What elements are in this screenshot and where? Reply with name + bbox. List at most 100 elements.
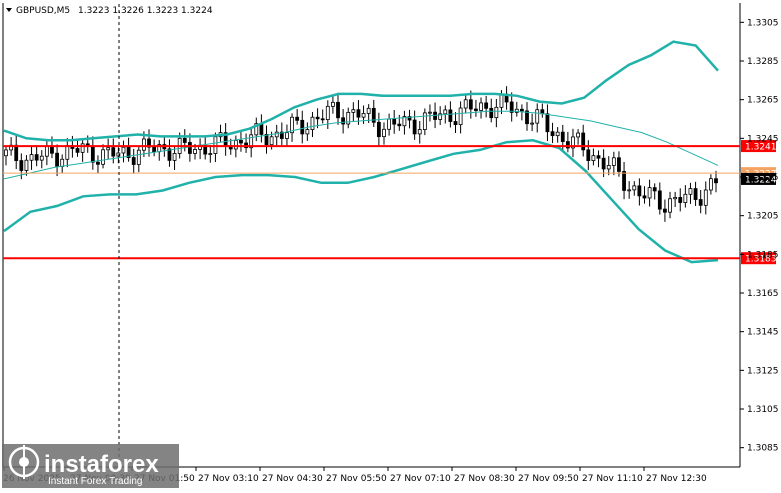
price-tick-label: 1.3185 [747,250,779,260]
watermark-tagline: Instant Forex Trading [48,476,143,487]
candle-body [325,105,330,120]
candle-body [305,129,310,135]
candle-body [458,107,463,126]
symbol-label: GBPUSD,M5 [16,6,70,16]
candle-body [356,109,361,118]
price-axis: 1.3305 1.3285 1.3265 1.3245 1.3225 1.3205 1.31… [740,18,779,454]
candle-body [295,116,300,121]
candle-body [116,152,121,157]
bollinger-lower-line [3,139,719,264]
time-tick-label: 27 Nov 07:10 [390,474,451,484]
price-tick-label: 1.3225 [747,173,779,183]
candle-body [29,154,34,161]
candle-body [402,116,407,127]
candle-body [652,187,657,192]
candle-body [371,107,376,123]
candle-body [274,131,279,138]
candle-body [397,123,402,127]
candle-body [555,131,560,137]
price-tick-label: 1.3105 [747,405,779,415]
instaforex-logo-icon [8,445,40,479]
candle-body [65,145,70,160]
candle-body [34,154,39,161]
candle-body [387,118,391,130]
candle-body [586,149,591,161]
current-price-tag [741,172,776,185]
time-tick-label: 27 Nov 03:10 [198,474,259,484]
candle-body [627,189,632,192]
candle-body [187,142,192,154]
candle-body [417,129,422,135]
price-tick-label: 1.3245 [747,134,779,144]
candle-body [596,155,601,159]
candle-body [499,93,504,108]
collapse-arrow-icon[interactable] [6,8,12,12]
candle-body [142,138,146,151]
price-tick-label: 1.3285 [747,57,779,67]
candle-body [300,119,305,135]
candle-body [693,188,698,200]
candle-body [249,134,254,149]
price-tick-label: 1.3265 [747,96,779,106]
candle-body [361,113,366,118]
candle-body [341,117,346,125]
candle-body [279,131,284,139]
candle-body [622,171,626,191]
candle-body [571,136,575,149]
candle-body [535,109,540,124]
candle-body [39,155,44,161]
candle-body [172,153,177,161]
candle-body [412,119,417,135]
candle-body [601,157,606,170]
candle-body [453,121,458,126]
candle-body [14,144,19,161]
time-tick-label: 27 Nov 12:30 [646,474,707,484]
candle-body [489,107,494,119]
candle-body [688,188,693,195]
candle-body [106,147,111,151]
candle-body [545,113,550,133]
candle-body [366,107,371,114]
candle-body [111,147,116,157]
candle-body [147,138,151,148]
candle-body [208,153,213,155]
resistance-level-price-tag [741,140,776,153]
candle-body [136,149,141,165]
candle-body [90,145,95,163]
price-tick-label: 1.3205 [747,212,779,222]
candle-body [519,108,524,112]
candle-body [101,149,105,165]
candle-body [428,111,432,114]
time-tick-label: 27 Nov 09:50 [518,474,579,484]
candle-body [438,113,443,120]
candle-body [617,157,621,172]
candle-body [714,178,718,184]
candle-body [44,145,49,157]
candle-body [320,118,325,121]
candle-body [131,157,136,165]
bollinger-middle-line [3,110,719,180]
candle-body [75,148,80,153]
candle-body [233,139,238,150]
instaforex-watermark: instaforex Instant Forex Trading [2,444,179,488]
candle-body [591,155,596,161]
bollinger-bands-layer [3,40,719,264]
candle-body [4,149,8,157]
candle-body [254,123,259,136]
candle-body [167,148,172,161]
price-tick-label: 1.3125 [747,366,779,376]
chart-header: GBPUSD,M5 1.3223 1.3226 1.3223 1.3224 [6,6,213,16]
candle-body [606,165,611,170]
candle-body [351,109,356,113]
candle-body [24,159,29,171]
candle-body [443,109,448,115]
price-tick-label: 1.3145 [747,328,779,338]
candle-body [96,161,100,165]
candle-body [565,141,570,149]
candle-body [703,189,708,206]
price-tick-label: 1.3305 [747,18,779,28]
time-tick-label: 27 Nov 05:50 [326,474,387,484]
support-level-price-tag [741,252,776,265]
candle-body [479,102,483,111]
